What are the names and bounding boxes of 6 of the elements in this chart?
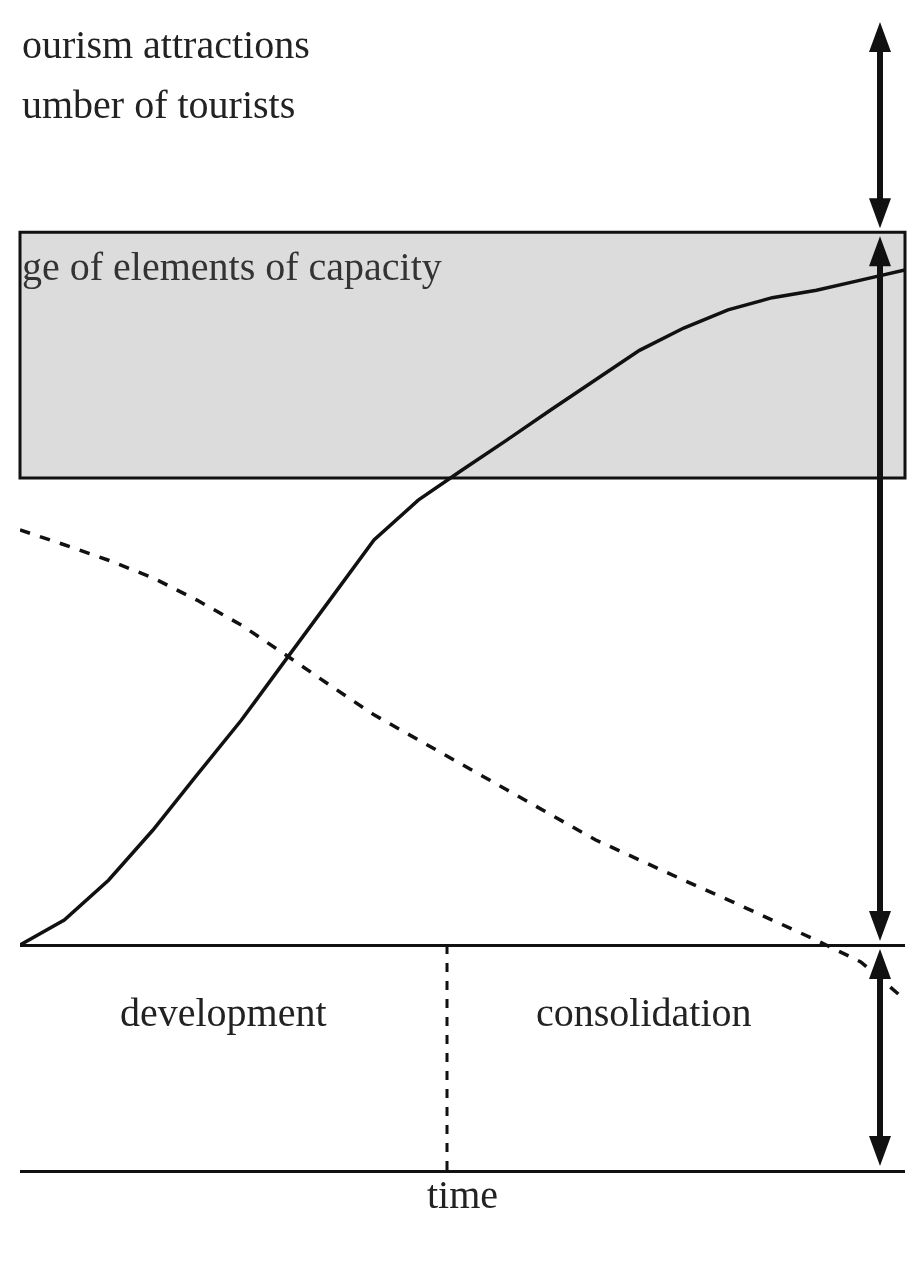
text: umber of tourists bbox=[22, 82, 296, 127]
annotation: development bbox=[120, 990, 327, 1035]
annotation: consolidation bbox=[536, 990, 752, 1035]
x-axis-title: time bbox=[426, 1171, 499, 1217]
band-label: ge of elements of capacity bbox=[22, 244, 442, 289]
text: ourism attractions bbox=[22, 22, 310, 67]
